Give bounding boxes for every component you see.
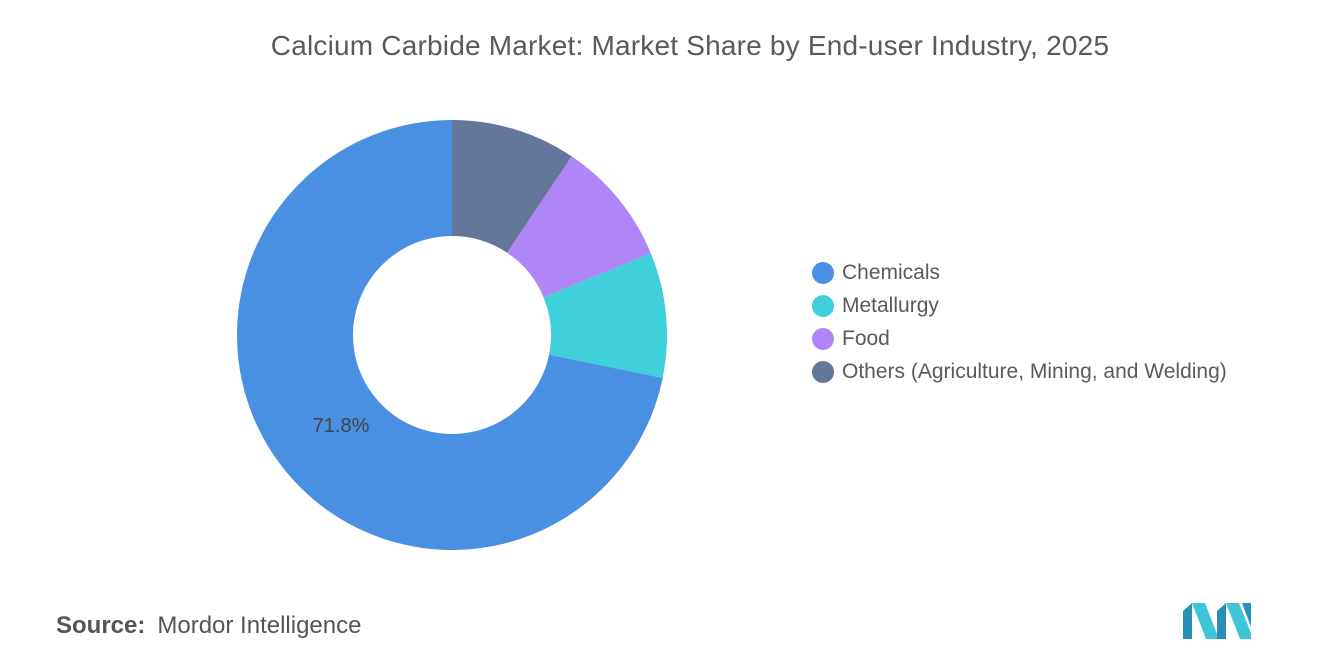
slice-chemicals: [236, 120, 663, 551]
legend-swatch: [812, 327, 834, 350]
slice-metallurgy: [543, 253, 667, 378]
legend-label: Others (Agriculture, Mining, and Welding…: [842, 359, 1227, 383]
slice-others: [452, 120, 572, 253]
legend-swatch: [812, 294, 834, 317]
chart-legend: Chemicals Metallurgy Food Others (Agricultu…: [812, 256, 1227, 388]
legend-item: Others (Agriculture, Mining, and Welding…: [812, 355, 1227, 388]
legend-label: Food: [842, 326, 890, 350]
source-label: Source:: [56, 612, 146, 639]
mordor-intelligence-logo-icon: [1183, 603, 1251, 639]
legend-swatch: [812, 261, 834, 284]
legend-label: Chemicals: [842, 260, 941, 284]
slice-food: [507, 156, 651, 298]
legend-item: Chemicals: [812, 256, 1227, 289]
legend-item: Metallurgy: [812, 289, 1227, 322]
data-label-chemicals: 71.8%: [313, 415, 370, 437]
legend-swatch: [812, 360, 834, 383]
chart-title: Calcium Carbide Market: Market Share by …: [270, 30, 1110, 61]
legend-label: Metallurgy: [842, 293, 939, 317]
source-note: Source: Mordor Intelligence: [56, 612, 361, 640]
source-value: Mordor Intelligence: [157, 612, 362, 639]
legend-item: Food: [812, 322, 1227, 355]
